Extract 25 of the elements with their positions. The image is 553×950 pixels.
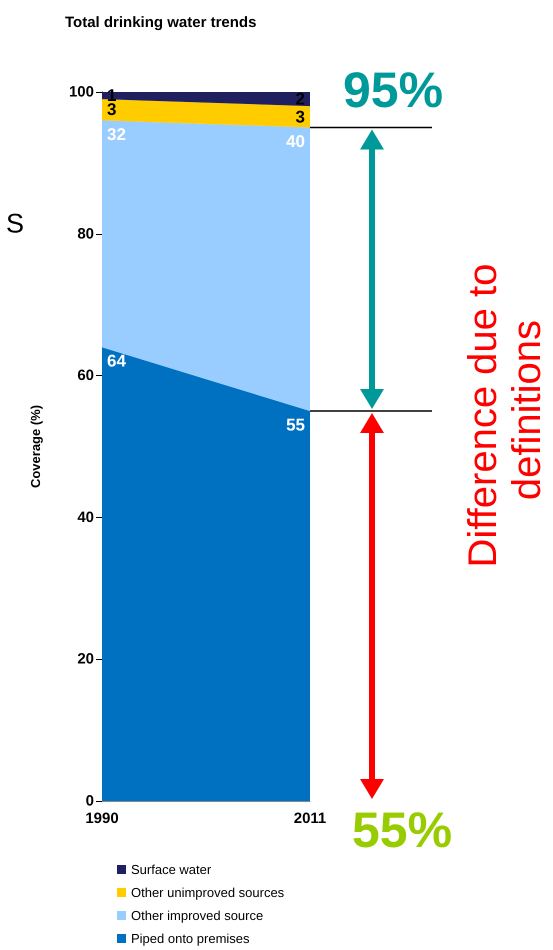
- legend-label: Surface water: [131, 862, 212, 877]
- annotation: S: [6, 208, 24, 238]
- legend-label: Other unimproved sources: [131, 885, 285, 900]
- data-label: 32: [107, 124, 126, 144]
- legend-label: Other improved source: [131, 908, 264, 923]
- x-tick-label: 1990: [85, 810, 119, 827]
- annotation: Difference due to definitions: [461, 252, 549, 568]
- text: 55%: [352, 802, 452, 858]
- legend-label: Piped onto premises: [131, 931, 250, 946]
- data-label: 64: [107, 352, 126, 371]
- y-tick-label: 40: [77, 508, 94, 526]
- data-label: 55: [286, 416, 305, 435]
- annotation: 95%: [343, 62, 444, 118]
- x-tick-label: 2011: [294, 810, 326, 827]
- data-label: 3: [296, 107, 305, 126]
- chart-title: Total drinking water trends: [65, 14, 256, 31]
- y-tick-label: 20: [77, 650, 94, 668]
- y-axis-title: Coverage (%): [28, 404, 43, 488]
- y-tick-label: 100: [68, 84, 94, 100]
- data-label: 40: [286, 132, 305, 151]
- data-label: 3: [107, 100, 116, 120]
- y-tick-label: 60: [77, 367, 94, 384]
- data-label: 2: [296, 90, 305, 109]
- y-tick-label: 80: [77, 225, 94, 242]
- y-tick-label: 0: [86, 792, 94, 810]
